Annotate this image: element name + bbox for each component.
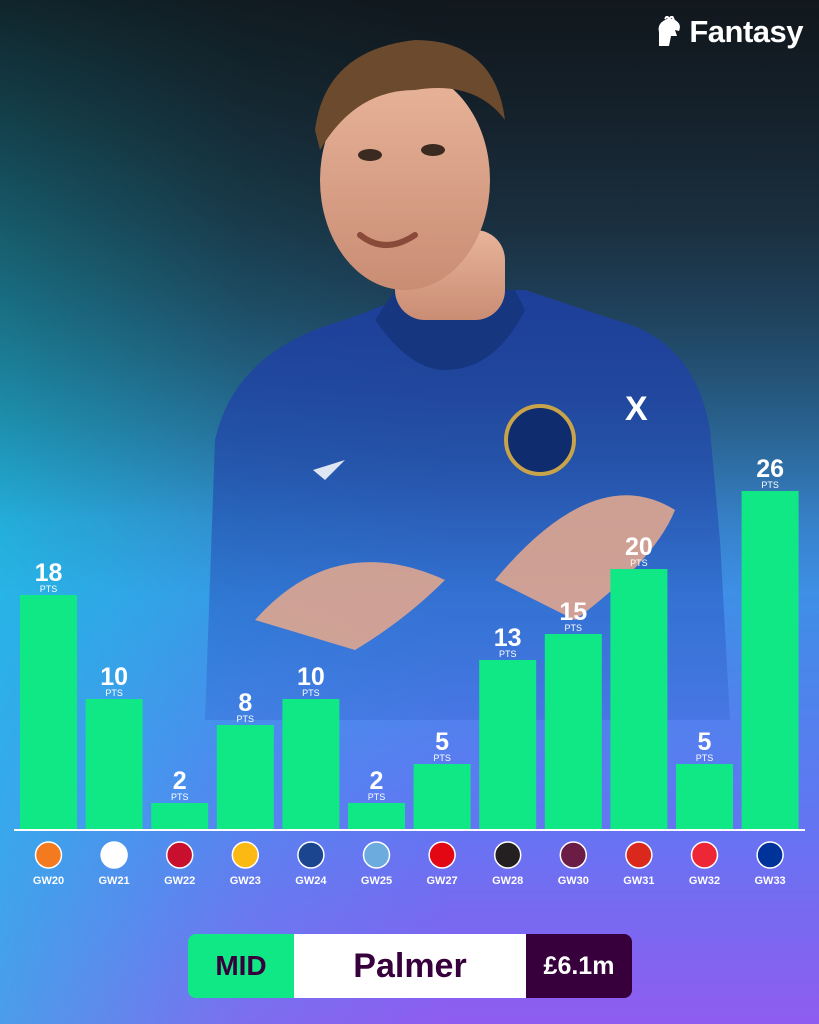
fulham-crest-icon — [100, 841, 128, 869]
bar-GW21 — [85, 699, 143, 829]
bar-value-label: 10 — [297, 663, 325, 691]
liverpool-crest-icon — [165, 841, 194, 869]
bar-GW32 — [676, 764, 733, 829]
bar-unit-label: PTS — [302, 688, 320, 698]
bar-value-label: 2 — [370, 767, 384, 795]
bar-value-label: 5 — [698, 728, 712, 756]
x-tick-label: GW33 — [755, 875, 786, 887]
bar-GW30 — [544, 634, 602, 829]
x-tick-label: GW24 — [295, 875, 327, 887]
brentford-crest-icon — [428, 841, 456, 869]
bar-value-label: 26 — [756, 455, 784, 483]
bar-value-label: 13 — [494, 624, 522, 652]
bar-GW31 — [610, 569, 668, 829]
bar-value-label: 2 — [173, 767, 187, 795]
x-tick-label: GW28 — [492, 875, 523, 887]
man-city-crest-icon — [362, 841, 391, 869]
bar-unit-label: PTS — [40, 584, 58, 594]
bar-unit-label: PTS — [237, 714, 255, 724]
bar-GW27 — [413, 764, 471, 829]
bar-unit-label: PTS — [499, 649, 517, 659]
newcastle-crest-icon — [493, 841, 522, 869]
bar-unit-label: PTS — [368, 792, 386, 802]
svg-text:X: X — [625, 390, 648, 428]
bar-GW20 — [20, 595, 77, 829]
everton-crest-icon — [756, 841, 784, 869]
premier-league-lion-icon — [658, 16, 681, 46]
bar-GW28 — [479, 660, 537, 829]
bar-value-label: 15 — [559, 598, 587, 626]
bar-unit-label: PTS — [171, 792, 189, 802]
man-utd-crest-icon — [625, 841, 653, 869]
sheffield-utd-crest-icon — [690, 841, 719, 869]
brand-name: Fantasy — [689, 14, 803, 49]
x-tick-label: GW32 — [689, 875, 720, 887]
bar-value-label: 8 — [238, 689, 252, 717]
luton-crest-icon — [34, 841, 63, 869]
x-tick-label: GW25 — [361, 875, 392, 887]
bar-GW25 — [348, 803, 405, 829]
bar-GW23 — [216, 725, 274, 829]
x-tick-label: GW27 — [427, 875, 458, 887]
bar-unit-label: PTS — [565, 623, 583, 633]
bar-value-label: 10 — [100, 663, 128, 691]
bar-value-label: 20 — [625, 533, 653, 561]
bar-value-label: 5 — [435, 728, 449, 756]
bar-unit-label: PTS — [696, 753, 714, 763]
fantasy-logo: Fantasy — [655, 14, 803, 50]
x-tick-label: GW31 — [623, 875, 654, 887]
bar-value-label: 18 — [35, 559, 63, 587]
x-tick-label: GW30 — [558, 875, 589, 887]
player-price: £6.1m — [526, 934, 632, 998]
bar-unit-label: PTS — [105, 688, 123, 698]
x-tick-label: GW21 — [99, 875, 130, 887]
bar-GW22 — [151, 803, 209, 829]
bar-GW24 — [282, 699, 340, 829]
player-name: Palmer — [294, 934, 526, 998]
player-position: MID — [188, 934, 294, 998]
bar-GW33 — [741, 491, 799, 829]
wolves-crest-icon — [231, 841, 260, 869]
crystal-palace-crest-icon — [297, 841, 325, 869]
x-tick-label: GW22 — [164, 875, 195, 887]
burnley-crest-icon — [559, 841, 588, 869]
bar-unit-label: PTS — [630, 558, 648, 568]
x-tick-label: GW20 — [33, 875, 64, 887]
bar-unit-label: PTS — [761, 480, 779, 490]
x-tick-label: GW23 — [230, 875, 261, 887]
player-photo: X — [205, 40, 730, 720]
player-info-pill: MID Palmer £6.1m — [188, 934, 632, 998]
bar-unit-label: PTS — [433, 753, 451, 763]
